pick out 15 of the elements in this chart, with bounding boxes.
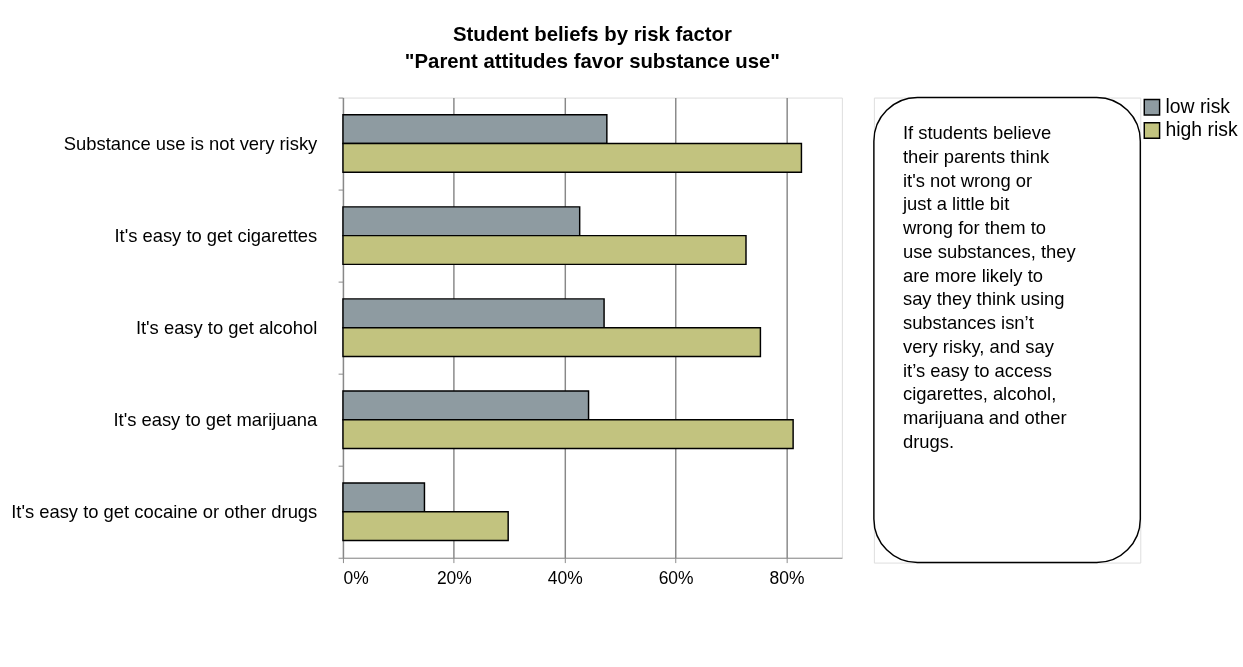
- y-tick-label: Substance use is not very risky: [63, 132, 319, 154]
- y-tick-label: It's easy to get cigarettes: [114, 224, 318, 246]
- y-tick-label: It's easy to get alcohol: [135, 316, 318, 338]
- chart-subtitle: "Parent attitudes favor substance use": [404, 49, 781, 72]
- legend-label: high risk: [1165, 118, 1238, 141]
- x-tick-label: 20%: [436, 568, 472, 589]
- chart-title: Student beliefs by risk factor: [452, 23, 733, 46]
- x-tick-label: 40%: [547, 568, 583, 589]
- y-tick-label: It's easy to get marijuana: [113, 408, 319, 430]
- legend-label: low risk: [1165, 95, 1231, 118]
- x-tick-label: 60%: [658, 568, 694, 589]
- text: If students believe their parents think it's not wrong or just a little bit wrong for them to use substances, they are more likely to say they think using substances isn’t very risky, and say it’s easy to access cigarettes, alcohol, marijuana and other drugs.: [902, 122, 1076, 452]
- x-tick-label: 80%: [769, 568, 805, 589]
- x-tick-label: 0%: [343, 568, 369, 589]
- y-tick-label: It's easy to get cocaine or other drugs: [11, 501, 318, 523]
